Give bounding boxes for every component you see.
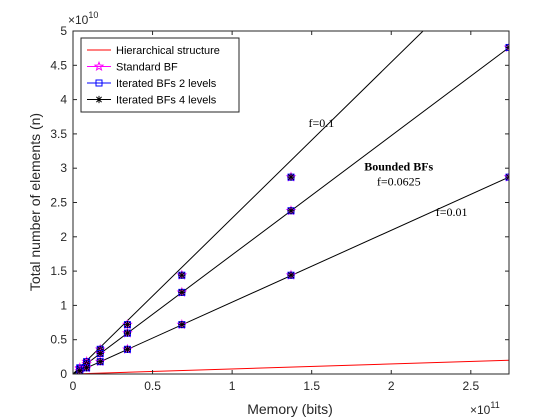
x-tick-label: 0.5: [144, 379, 161, 393]
data-point: [94, 347, 106, 359]
legend-entry: Iterated BFs 4 levels: [87, 95, 217, 107]
y-tick-label: 4.5: [50, 58, 67, 72]
data-point: [94, 356, 106, 367]
y-tick-label: 5: [60, 24, 67, 38]
y-exponent-label: ×1010: [68, 10, 98, 27]
series-line-bounded-0: [73, 31, 424, 374]
y-tick-label: 0: [60, 367, 67, 381]
legend-label: Hierarchical structure: [116, 45, 220, 57]
x-exponent-label: ×1011: [470, 400, 500, 417]
series-line-hierarchical: [73, 359, 509, 374]
data-point: [285, 205, 297, 216]
data-point: [74, 365, 86, 374]
data-point: [285, 171, 297, 182]
data-point: [81, 362, 92, 373]
legend: Hierarchical structure Standard BF Iterate…: [80, 37, 240, 113]
y-tick-label: 3.5: [50, 127, 67, 141]
x-tick-label: 0: [70, 379, 77, 393]
chart-axes: 0 0.5 1 1.5 2 2.5 0 0.5 1 1.5 2 2.5 3 3.5 4 4.5 5: [50, 24, 510, 393]
annotation-label: f=0.01: [436, 205, 468, 219]
annotation-label: Bounded BFs: [364, 159, 433, 173]
data-point: [176, 286, 188, 297]
legend-entry: Standard BF: [87, 60, 178, 74]
y-tick-label: 2.5: [50, 196, 67, 210]
y-tick-label: 3: [60, 161, 67, 175]
legend-label: Iterated BFs 4 levels: [116, 95, 217, 107]
x-tick-label: 2: [388, 379, 395, 393]
chart-marks: [73, 31, 509, 374]
data-point: [122, 327, 133, 338]
data-point: [122, 319, 133, 330]
data-point: [122, 343, 133, 354]
data-point: [176, 319, 188, 330]
legend-label: Iterated BFs 2 levels: [116, 78, 217, 90]
y-tick-label: 4: [60, 93, 67, 107]
annotation-label: f=0.1: [309, 116, 335, 130]
x-axis-label: Memory (bits): [247, 401, 333, 417]
x-tick-label: 2.5: [462, 379, 479, 393]
data-point: [176, 269, 188, 280]
x-tick-label: 1: [229, 379, 236, 393]
legend-label: Standard BF: [116, 62, 178, 74]
y-tick-label: 1: [60, 298, 67, 312]
annotation-label: f=0.0625: [377, 174, 421, 188]
y-tick-label: 0.5: [50, 333, 67, 347]
data-point: [285, 269, 297, 280]
legend-entry: Iterated BFs 2 levels: [87, 78, 217, 90]
y-tick-label: 2: [60, 230, 67, 244]
x-tick-label: 1.5: [303, 379, 320, 393]
y-axis-label: Total number of elements (n): [27, 113, 43, 291]
y-tick-label: 1.5: [50, 264, 67, 278]
legend-entry: Hierarchical structure: [87, 45, 220, 57]
